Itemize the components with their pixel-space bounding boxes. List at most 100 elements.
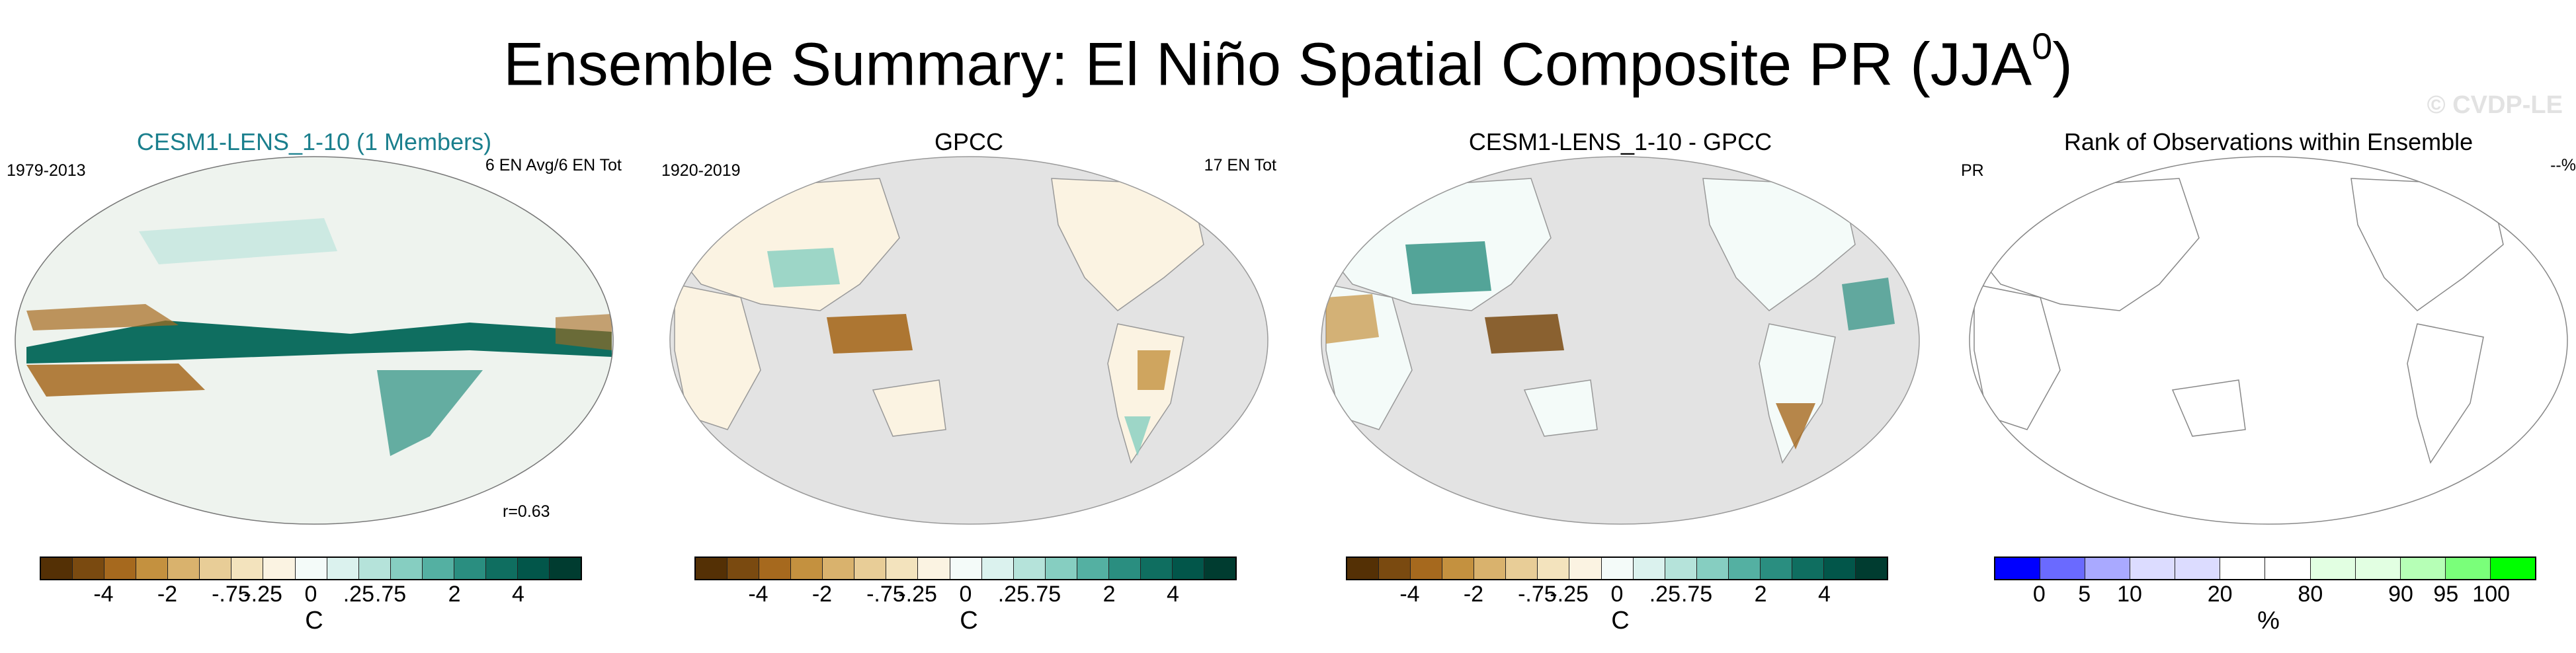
colorbar-cell <box>1538 558 1570 579</box>
colorbar-cell <box>1474 558 1507 579</box>
precip-anomaly-wet-asia <box>767 248 840 288</box>
colorbar-cell <box>2400 558 2446 579</box>
colorbar-unit: % <box>2257 607 2280 634</box>
colorbar-tick-label: 100 <box>2472 582 2511 607</box>
pattern-correlation-label: r=0.63 <box>503 502 550 521</box>
variable-label: PR <box>1961 161 1984 180</box>
watermark: © CVDP-LE <box>2427 91 2563 119</box>
colorbar-tick-label: 5 <box>2078 582 2091 607</box>
colorbar-cell <box>327 558 359 579</box>
colorbar-tick-label: 4 <box>1818 582 1831 607</box>
land-south-america <box>1759 323 1836 464</box>
event-count-label: 6 EN Avg/6 EN Tot <box>485 156 622 174</box>
precip-anomaly-wet-band <box>26 321 612 364</box>
land-australia <box>872 379 946 437</box>
colorbar-cell <box>358 558 391 579</box>
precip-diff-wet-atlantic <box>1842 278 1895 330</box>
precip-anomaly-wet-south-america <box>1124 416 1151 456</box>
panel-difference: CESM1-LENS_1-10 - GPCC -4 -2 -.75 -.25 0 .25.… <box>1313 126 1928 641</box>
colorbar-cell <box>1379 558 1411 579</box>
colorbar-ticks: -4 -2 -.75 -.25 0 .25.75 2 4 <box>1346 582 1888 608</box>
colorbar-tick-label: -.25 <box>898 582 937 607</box>
colorbar-tick-label: 4 <box>512 582 524 607</box>
precip-diff-dry-south-america <box>1776 403 1815 449</box>
colorbar-cell <box>485 558 518 579</box>
map-outline <box>669 156 1268 525</box>
colorbar-ticks: 0 5 10 20 80 90 95 100 <box>1994 582 2536 608</box>
colorbar-cell <box>2175 558 2221 579</box>
land-australia <box>1523 379 1598 437</box>
colorbar-cell <box>73 558 105 579</box>
precip-diff-dry-maritime <box>1485 314 1564 354</box>
colorbar-cell <box>1856 558 1888 579</box>
colorbar-cell <box>2085 558 2131 579</box>
colorbar-cell <box>2445 558 2491 579</box>
colorbar-cell <box>1077 558 1109 579</box>
map-rank <box>1969 156 2568 525</box>
colorbar-tick-label: 4 <box>1167 582 1179 607</box>
colorbar-cell <box>1823 558 1856 579</box>
colorbar-tick-label: 2 <box>1754 582 1767 607</box>
colorbar-tick-label: 2 <box>448 582 461 607</box>
panel-observations: GPCC 1920-2019 17 EN Tot -4 -2 -.75 -.25 0 .2… <box>661 126 1276 641</box>
colorbar-cell <box>1045 558 1077 579</box>
colorbar-tick-label: -.75 <box>212 582 251 607</box>
colorbar-cell <box>727 558 760 579</box>
colorbar-cell <box>1728 558 1761 579</box>
colorbar-tick-label: 90 <box>2388 582 2413 607</box>
coast-australia <box>2171 379 2246 437</box>
colorbar-cell <box>517 558 550 579</box>
colorbar-cell <box>2130 558 2176 579</box>
colorbar-tick-label: -2 <box>1463 582 1484 607</box>
colorbar-tick-label: .75 <box>374 582 407 607</box>
colorbar-unit: C <box>1611 607 1630 634</box>
colorbar-cell <box>696 558 728 579</box>
colorbar-cell <box>136 558 169 579</box>
colorbar-cell <box>454 558 486 579</box>
panel-rank: Rank of Observations within Ensemble PR … <box>1961 126 2576 641</box>
colorbar-cell <box>886 558 919 579</box>
colorbar-cell <box>791 558 823 579</box>
precip-anomaly-dry-maritime <box>827 314 913 354</box>
map-observations <box>669 156 1268 525</box>
precip-anomaly-wet-north <box>139 218 337 264</box>
colorbar-cell <box>2355 558 2401 579</box>
precip-anomaly-dry-atlantic <box>556 314 612 350</box>
colorbar-tick-label: 0 <box>959 582 972 607</box>
map-outline <box>15 156 614 525</box>
colorbar-ticks: -4 -2 -.75 -.25 0 .25.75 2 4 <box>40 582 582 608</box>
colorbar-cell <box>854 558 887 579</box>
colorbar-cell <box>263 558 296 579</box>
colorbar-tick-label: .75 <box>1681 582 1713 607</box>
colorbar-cell <box>2310 558 2356 579</box>
colorbar-cell <box>1140 558 1173 579</box>
colorbar-tick-label: 20 <box>2207 582 2233 607</box>
colorbar-tick-label: -2 <box>157 582 178 607</box>
panel-title: CESM1-LENS_1-10 (1 Members) <box>136 128 492 155</box>
colorbar-tick-label: 95 <box>2433 582 2459 607</box>
event-count-label: 17 EN Tot <box>1204 156 1276 174</box>
colorbar-cell <box>1792 558 1824 579</box>
colorbar-unit: C <box>305 607 323 634</box>
colorbar-cell <box>1995 558 2041 579</box>
colorbar-cell <box>422 558 454 579</box>
colorbar-tick-label: -.25 <box>243 582 282 607</box>
colorbar-cell <box>1696 558 1729 579</box>
colorbar-cell <box>1108 558 1141 579</box>
colorbar-cell <box>759 558 792 579</box>
colorbar-cell <box>2490 558 2535 579</box>
colorbar-cell <box>1601 558 1634 579</box>
colorbar-cell <box>295 558 327 579</box>
colorbar-tick-label: -.75 <box>866 582 905 607</box>
colorbar-tick-label: 0 <box>1610 582 1624 607</box>
colorbar-unit: C <box>960 607 978 634</box>
colorbar-cell <box>231 558 264 579</box>
colorbar-cell <box>1411 558 1443 579</box>
colorbar-cell <box>2220 558 2266 579</box>
colorbar <box>1346 557 1888 580</box>
colorbar-tick-label: -4 <box>1399 582 1420 607</box>
colorbar-tick-label: -.25 <box>1550 582 1589 607</box>
colorbar-tick-label: -.75 <box>1518 582 1557 607</box>
panel-title: CESM1-LENS_1-10 - GPCC <box>1468 128 1772 155</box>
colorbar-tick-label: 10 <box>2117 582 2142 607</box>
